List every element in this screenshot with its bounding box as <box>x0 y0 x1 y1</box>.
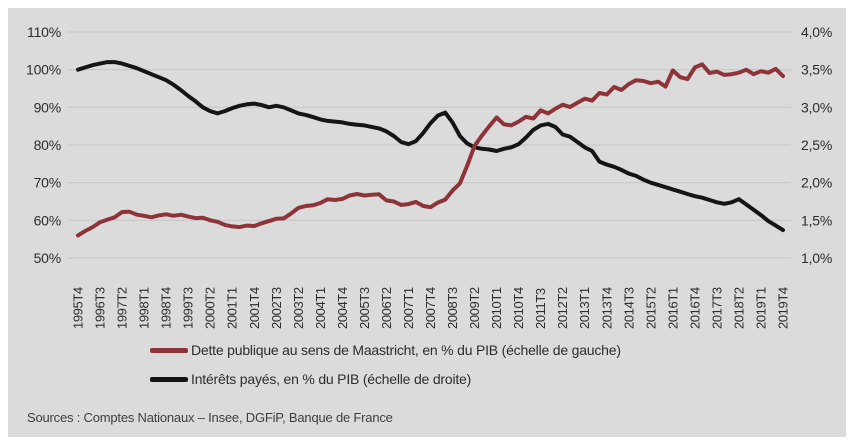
legend-item-interest: Intérêts payés, en % du PIB (échelle de … <box>150 368 621 390</box>
x-tick-label: 2014T3 <box>621 287 636 329</box>
x-tick-label: 2012T2 <box>555 287 570 329</box>
x-tick-label: 1998T1 <box>137 287 152 329</box>
y-right-tick-label: 2,5% <box>801 137 832 153</box>
x-tick-label: 2010T1 <box>489 287 504 329</box>
y-right-tick-label: 3,5% <box>801 62 832 78</box>
x-tick-label: 2004T1 <box>313 287 328 329</box>
x-tick-label: 2001T1 <box>225 287 240 329</box>
debt-interest-line-chart: 110% 100% 90% 80% 70% 60% 50% 4,0% 3,5% 3,0% 2,5% 2… <box>26 24 832 329</box>
chart-legend: Dette publique au sens de Maastricht, en… <box>150 339 621 390</box>
x-tick-label: 1996T3 <box>93 287 108 329</box>
chart-panel: 110% 100% 90% 80% 70% 60% 50% 4,0% 3,5% 3,0% 2,5% 2… <box>8 8 846 437</box>
x-tick-label: 2009T2 <box>467 287 482 329</box>
x-tick-label: 1997T2 <box>115 287 130 329</box>
y-axis-left-labels: 110% 100% 90% 80% 70% 60% 50% <box>26 24 61 266</box>
y-left-tick-label: 90% <box>34 99 61 115</box>
y-axis-right-labels: 4,0% 3,5% 3,0% 2,5% 2,0% 1,5% 1,0% <box>801 24 832 266</box>
x-tick-label: 2003T2 <box>291 287 306 329</box>
x-tick-label: 2010T4 <box>511 287 526 329</box>
x-tick-label: 2019T4 <box>776 287 791 329</box>
y-right-tick-label: 2,0% <box>801 175 832 191</box>
x-tick-label: 2002T3 <box>269 287 284 329</box>
x-axis-labels: 1995T4 1996T3 1997T2 1998T1 1998T4 1999T3 2000… <box>71 287 791 329</box>
x-tick-label: 2005T3 <box>357 287 372 329</box>
x-tick-label: 2017T3 <box>709 287 724 329</box>
x-tick-label: 2001T4 <box>247 287 262 329</box>
x-tick-label: 2007T4 <box>423 287 438 329</box>
debt-line <box>76 62 785 238</box>
interest-line <box>76 60 785 233</box>
y-left-tick-label: 60% <box>34 212 61 228</box>
legend-swatch-debt-line <box>150 347 188 353</box>
x-tick-label: 2013T1 <box>577 287 592 329</box>
x-tick-label: 2016T4 <box>687 287 702 329</box>
legend-item-debt: Dette publique au sens de Maastricht, en… <box>150 339 621 361</box>
x-tick-label: 2008T3 <box>445 287 460 329</box>
y-right-tick-label: 1,5% <box>801 212 832 228</box>
x-tick-label: 1998T4 <box>159 287 174 329</box>
x-tick-label: 2000T2 <box>203 287 218 329</box>
x-tick-label: 2019T1 <box>754 287 769 329</box>
x-tick-label: 2016T1 <box>665 287 680 329</box>
y-left-tick-label: 100% <box>26 62 61 78</box>
legend-swatch-interest-line <box>150 376 188 382</box>
source-note: Sources : Comptes Nationaux – Insee, DGF… <box>27 410 393 425</box>
x-tick-label: 2004T4 <box>335 287 350 329</box>
y-left-tick-label: 50% <box>34 250 61 266</box>
x-tick-label: 1999T3 <box>181 287 196 329</box>
y-right-tick-label: 1,0% <box>801 250 832 266</box>
y-left-tick-label: 70% <box>34 175 61 191</box>
x-tick-label: 2018T2 <box>731 287 746 329</box>
x-tick-label: 2011T3 <box>533 288 548 329</box>
y-left-tick-label: 110% <box>27 24 61 40</box>
x-tick-label: 2007T1 <box>401 287 416 329</box>
legend-label-debt: Dette publique au sens de Maastricht, en… <box>191 342 621 358</box>
y-right-tick-label: 4,0% <box>801 24 832 40</box>
legend-label-interest: Intérêts payés, en % du PIB (échelle de … <box>191 371 472 387</box>
gridlines <box>68 31 791 259</box>
y-right-tick-label: 3,0% <box>801 99 832 115</box>
x-tick-label: 2013T4 <box>599 287 614 329</box>
x-tick-label: 2015T2 <box>643 287 658 329</box>
y-left-tick-label: 80% <box>34 137 61 153</box>
x-tick-label: 1995T4 <box>71 287 86 329</box>
x-tick-label: 2006T2 <box>379 287 394 329</box>
